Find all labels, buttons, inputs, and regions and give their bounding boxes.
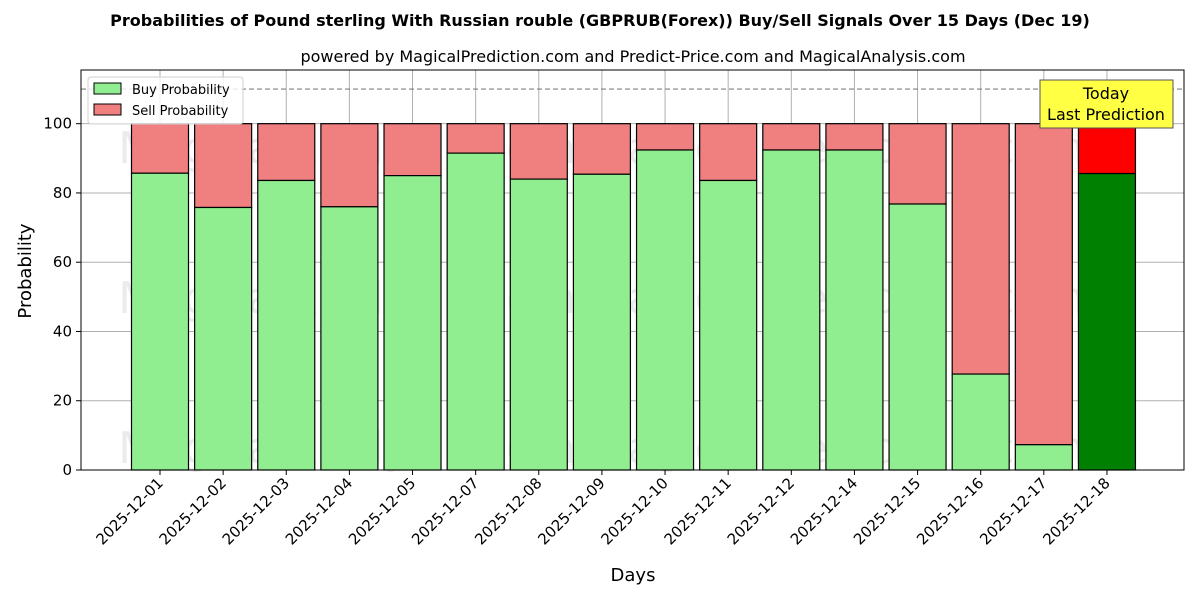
sell-bar [762,123,821,151]
sell-bar [509,123,568,180]
legend-buy-label: Buy Probability [132,83,230,98]
x-tick-label: 2025-12-10 [597,474,671,548]
sell-bar [1014,123,1073,446]
buy-bar [383,175,442,471]
buy-bar [446,152,505,471]
x-tick-label: 2025-12-09 [534,474,608,548]
legend: Buy Probability Sell Probability [87,76,244,125]
legend-box [87,76,244,125]
y-tick-label: 100 [43,115,72,133]
x-tick-label: 2025-12-08 [471,474,545,548]
y-tick-label: 20 [53,392,72,410]
buy-bar [130,172,190,471]
x-tick-label: 2025-12-18 [1039,474,1113,548]
sell-bar [888,123,947,205]
sell-bar [320,123,379,208]
sell-bar [257,123,316,182]
legend-sell-label: Sell Probability [132,104,229,119]
buy-bar [1014,444,1073,471]
buy-bar [951,373,1010,471]
x-tick-label: 2025-12-16 [913,474,987,548]
y-axis-label: Probability [15,223,36,318]
buy-bar [762,149,821,471]
legend-buy-swatch [93,82,122,95]
sell-bar [383,123,442,177]
y-tick-label: 80 [53,184,72,202]
sell-bar [951,123,1010,375]
buy-bar [699,179,758,471]
buy-bar [320,206,379,471]
x-axis-label: Days [611,565,656,586]
x-tick-label: 2025-12-02 [156,474,230,548]
buy-bar [888,203,947,471]
x-tick-label: 2025-12-03 [219,474,293,548]
annotation-line-1: Today [1082,84,1129,103]
y-tick-label: 40 [53,322,72,340]
buy-bar [1077,172,1137,471]
buy-bar [635,149,695,471]
buy-bar [825,149,884,471]
legend-sell-swatch [93,103,122,116]
x-tick-label: 2025-12-17 [976,474,1050,548]
x-tick-label: 2025-12-15 [850,474,924,548]
sell-bar [1077,123,1137,175]
chart-subtitle: powered by MagicalPrediction.com and Pre… [300,47,965,66]
sell-bar [699,123,758,182]
x-tick-label: 2025-12-11 [661,474,735,548]
y-axis: 0 20 40 60 80 100 [43,115,81,479]
sell-bar [130,123,190,174]
annotation-line-2: Last Prediction [1047,105,1165,124]
plot-frame [80,69,1185,471]
buy-bar [509,178,568,471]
buy-bar [194,206,253,471]
y-tick-label: 60 [53,253,72,271]
today-annotation: Today Last Prediction [1039,79,1174,129]
buy-bar [572,173,632,471]
sell-bar [635,123,695,151]
x-tick-label: 2025-12-12 [724,474,798,548]
sell-bar [446,123,505,154]
chart-title: Probabilities of Pound sterling With Rus… [110,11,1090,30]
annotation-box [1039,79,1174,129]
x-tick-label: 2025-12-07 [408,474,482,548]
sell-bar [194,123,253,209]
x-tick-label: 2025-12-01 [92,474,166,548]
buy-bar [257,179,316,471]
sell-bar [825,123,884,151]
sell-bar [572,123,632,175]
x-tick-label: 2025-12-05 [345,474,419,548]
x-axis: 2025-12-012025-12-022025-12-032025-12-04… [92,470,1114,548]
x-tick-label: 2025-12-14 [787,474,861,548]
bars [130,123,1137,471]
x-tick-label: 2025-12-04 [282,474,356,548]
y-tick-label: 0 [62,461,72,479]
